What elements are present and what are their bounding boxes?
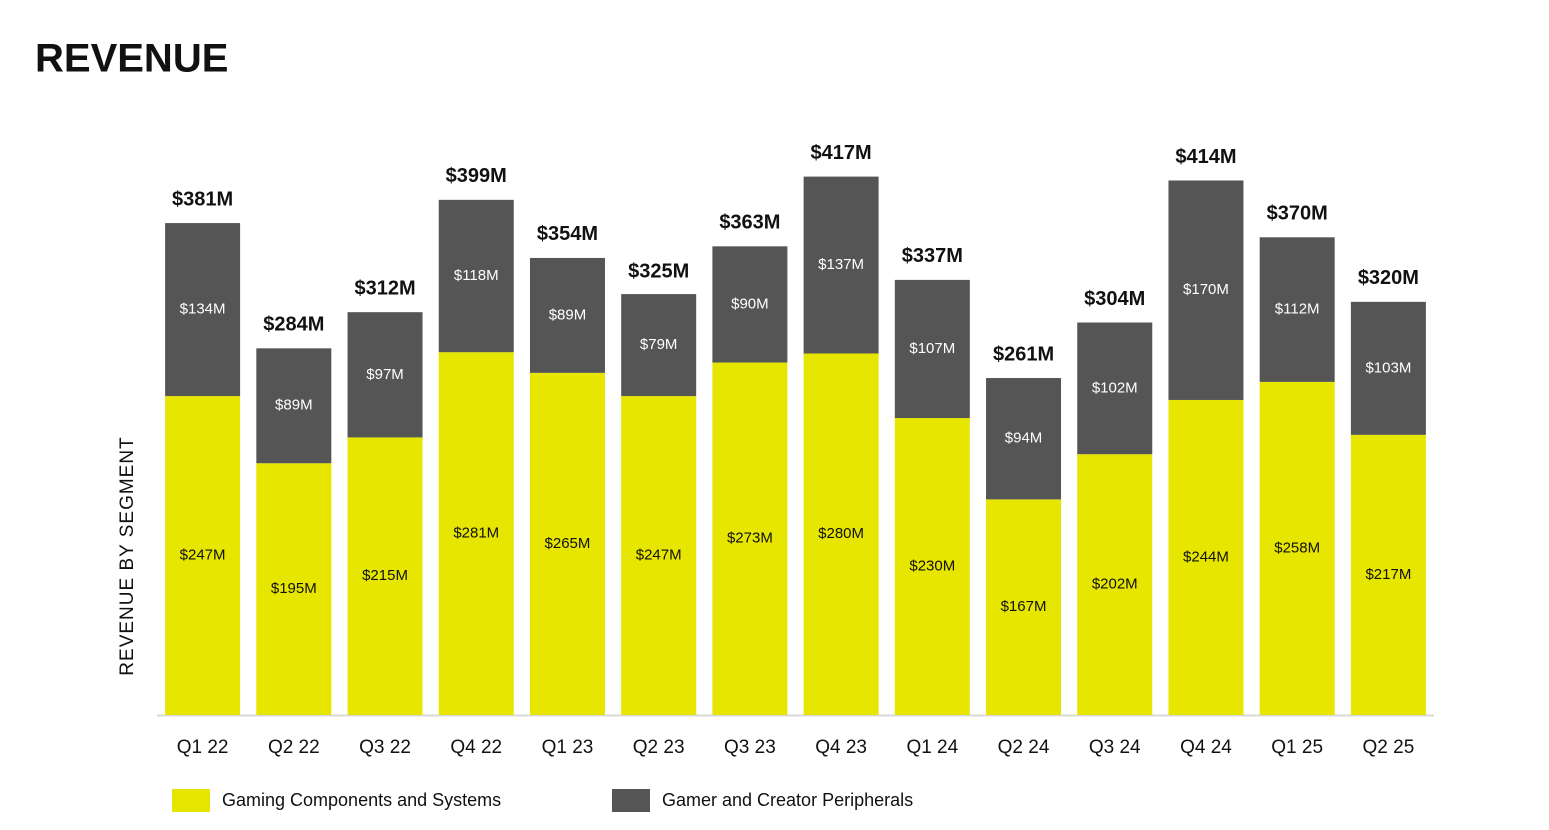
segment-label: $244M	[1183, 548, 1229, 565]
segment-label: $230M	[909, 557, 955, 574]
bar-segment	[1077, 454, 1153, 715]
bar-segment	[1350, 434, 1426, 715]
x-tick-label: Q3 24	[1089, 737, 1141, 758]
bar-segment	[1077, 322, 1153, 455]
segment-label: $281M	[453, 525, 499, 542]
segment-label: $195M	[271, 580, 317, 597]
bar-segment	[621, 396, 697, 715]
total-label: $381M	[172, 188, 233, 210]
bar-segment	[529, 257, 605, 373]
bar-segment	[1259, 237, 1335, 382]
x-tick-label: Q1 23	[542, 737, 594, 758]
segment-label: $280M	[818, 525, 864, 542]
bar-segment	[165, 223, 241, 397]
segment-label: $273M	[727, 530, 773, 547]
segment-label: $258M	[1274, 539, 1320, 556]
segment-label: $79M	[640, 336, 678, 353]
segment-label: $102M	[1092, 379, 1138, 396]
segment-label: $107M	[909, 340, 955, 357]
bar-segment	[256, 463, 332, 715]
segment-label: $247M	[180, 547, 226, 564]
bar-segment	[1350, 301, 1426, 435]
segment-label: $97M	[366, 366, 404, 383]
x-tick-label: Q3 22	[359, 737, 411, 758]
segment-label: $167M	[1001, 598, 1047, 615]
total-label: $320M	[1358, 267, 1419, 289]
bar-segment	[712, 246, 788, 363]
x-tick-label: Q1 25	[1271, 737, 1323, 758]
bar-segment	[1168, 180, 1244, 400]
segment-label: $90M	[731, 295, 769, 312]
segment-label: $112M	[1275, 301, 1320, 318]
legend-swatch	[172, 789, 210, 812]
bar-segment	[894, 279, 970, 419]
chart-title: REVENUE	[35, 37, 228, 81]
x-tick-label: Q4 24	[1180, 737, 1232, 758]
x-tick-label: Q4 22	[450, 737, 502, 758]
bar-segment	[165, 396, 241, 715]
x-tick-label: Q4 23	[815, 737, 867, 758]
x-tick-label: Q2 24	[998, 737, 1050, 758]
bar-segment	[347, 437, 423, 715]
segment-label: $217M	[1365, 566, 1411, 583]
bar-segment	[438, 352, 514, 715]
x-tick-label: Q2 23	[633, 737, 685, 758]
bar-segment	[986, 499, 1062, 715]
total-label: $325M	[628, 261, 689, 283]
legend-swatch	[612, 789, 650, 812]
bar-segment	[986, 378, 1062, 500]
legend-label: Gaming Components and Systems	[222, 790, 501, 810]
segment-label: $103M	[1365, 359, 1411, 376]
segment-label: $118M	[454, 267, 499, 284]
segment-label: $137M	[818, 256, 864, 273]
x-tick-label: Q2 25	[1363, 737, 1415, 758]
total-label: $370M	[1267, 203, 1328, 225]
segment-label: $215M	[362, 567, 408, 584]
bar-segment	[803, 353, 879, 715]
total-label: $284M	[263, 314, 324, 336]
y-axis-label: REVENUE BY SEGMENT	[117, 436, 138, 675]
segment-label: $134M	[180, 301, 226, 318]
bar-segment	[894, 418, 970, 715]
bar-segment	[438, 199, 514, 353]
bar-segment	[529, 372, 605, 715]
x-tick-label: Q3 23	[724, 737, 776, 758]
bar-segment	[803, 176, 879, 354]
total-label: $354M	[537, 223, 598, 245]
segment-label: $89M	[275, 397, 313, 414]
bar-segment	[1259, 381, 1335, 715]
bar-segment	[1168, 399, 1244, 715]
bar-segment	[712, 362, 788, 715]
segment-label: $94M	[1005, 430, 1043, 447]
legend-label: Gamer and Creator Peripherals	[662, 790, 913, 810]
segment-label: $247M	[636, 547, 682, 564]
segment-label: $202M	[1092, 576, 1138, 593]
segment-label: $265M	[545, 535, 591, 552]
total-label: $304M	[1084, 288, 1145, 310]
total-label: $261M	[993, 343, 1054, 365]
x-tick-label: Q1 22	[177, 737, 229, 758]
x-tick-label: Q2 22	[268, 737, 320, 758]
total-label: $312M	[354, 277, 415, 299]
total-label: $399M	[446, 165, 507, 187]
x-tick-label: Q1 24	[906, 737, 958, 758]
bar-segment	[256, 348, 332, 464]
total-label: $414M	[1175, 146, 1236, 168]
bar-segment	[347, 312, 423, 438]
segment-label: $89M	[549, 306, 587, 323]
total-label: $363M	[719, 212, 780, 234]
total-label: $417M	[811, 142, 872, 164]
bar-segment	[621, 294, 697, 397]
segment-label: $170M	[1183, 281, 1229, 298]
total-label: $337M	[902, 245, 963, 267]
